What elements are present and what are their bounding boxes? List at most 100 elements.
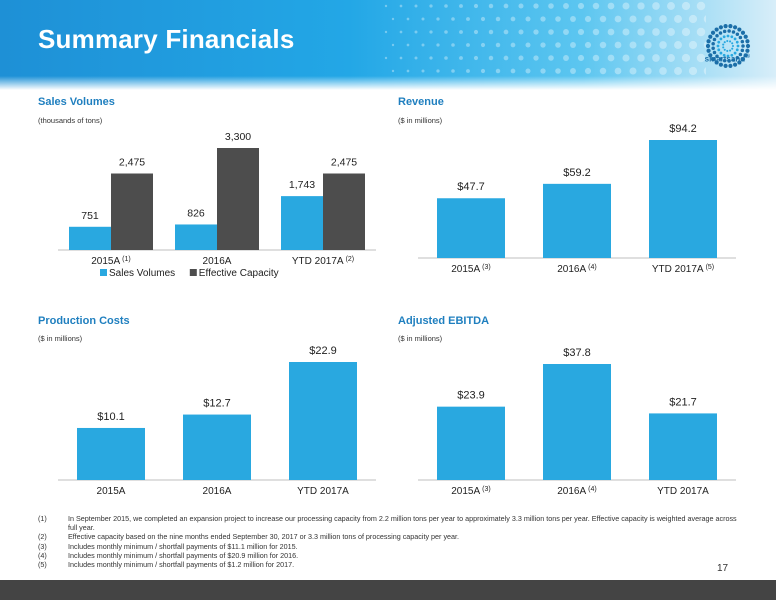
adjusted-ebitda-subtitle: ($ in millions): [398, 334, 443, 343]
header-dot: [667, 54, 675, 62]
header-dot: [584, 41, 592, 49]
header-dot: [540, 42, 546, 48]
header-dot: [384, 4, 388, 8]
header-dot: [622, 28, 630, 36]
bar-0: [437, 406, 505, 480]
header-dot: [466, 43, 470, 47]
data-label-1: $37.8: [563, 347, 591, 359]
production-costs-subtitle: ($ in millions): [38, 334, 83, 343]
logo-dot: [730, 53, 734, 57]
bar-sales-volumes-1: [175, 224, 217, 250]
bar-1: [183, 414, 251, 480]
data-label-0-1: 826: [187, 207, 205, 219]
header-dot: [503, 29, 509, 35]
header-dot: [414, 4, 418, 8]
logo-dot: [741, 44, 745, 48]
logo-dot: [743, 34, 748, 39]
header-dot: [406, 17, 410, 21]
header-dot: [652, 28, 660, 36]
header-dot: [674, 41, 682, 49]
legend-swatch-1: [189, 269, 197, 276]
header-dot: [421, 17, 425, 21]
bar-effective-capacity-1: [217, 148, 259, 250]
header-dot: [637, 54, 645, 62]
revenue-title: Revenue: [398, 96, 444, 108]
header-dot: [637, 2, 645, 10]
header-dot: [436, 69, 440, 73]
logo-dot: [722, 43, 725, 46]
header-dot: [451, 17, 455, 21]
header-dot: [495, 42, 501, 48]
logo-dot: [729, 49, 732, 52]
header-dot: [466, 17, 470, 21]
header-dot: [644, 15, 652, 23]
logo-dot: [727, 59, 731, 63]
header-dot: [622, 54, 630, 62]
header-dot: [599, 67, 607, 75]
header-dot: [525, 16, 531, 22]
header-dot: [480, 68, 486, 74]
logo-dot: [731, 42, 734, 45]
logo-dot: [717, 48, 721, 52]
logo-dot: [710, 57, 716, 62]
sales-volumes-title: Sales Volumes: [38, 96, 115, 108]
header-dot: [652, 54, 660, 62]
header-dot: [540, 68, 546, 74]
bar-effective-capacity-2: [323, 173, 365, 250]
header-dot: [570, 42, 576, 48]
header-dot: [451, 69, 455, 73]
header-dot: [495, 16, 501, 22]
logo-dot: [723, 63, 728, 68]
header-dot: [406, 43, 410, 47]
logo-dot: [726, 49, 729, 52]
header-dot: [548, 55, 554, 61]
header-dot: [459, 30, 463, 34]
bar-0: [437, 198, 505, 258]
header-dot: [703, 41, 706, 49]
header-dot: [391, 69, 395, 73]
header-dot: [563, 55, 569, 61]
logo-dot: [723, 48, 726, 51]
header-dot: [659, 67, 667, 75]
logo-dot: [735, 48, 739, 52]
header-dot: [688, 14, 698, 24]
header-dot: [459, 4, 463, 8]
header-dot: [703, 15, 706, 23]
header-dot: [399, 56, 403, 60]
logo-dot: [711, 42, 715, 46]
header-dot: [599, 41, 607, 49]
data-label-0: $10.1: [97, 411, 125, 423]
bar-0: [77, 427, 145, 480]
footnotes: (1) In September 2015, we completed an ex…: [38, 514, 738, 569]
header-dot: [473, 3, 479, 9]
header-dot: [503, 3, 509, 9]
header-dot: [466, 69, 470, 73]
x-tick-label-1: 2016A: [203, 486, 232, 497]
header-dot: [607, 2, 615, 10]
header-dot: [540, 16, 546, 22]
header-dot: [444, 56, 448, 60]
page-title: Summary Financials: [38, 24, 295, 54]
header-dot: [421, 69, 425, 73]
header-dot: [667, 2, 675, 10]
x-tick-label-0: 2015A: [97, 486, 126, 497]
x-tick-label-1: 2016A (4): [557, 264, 596, 275]
logo-dot: [733, 37, 737, 41]
header-dot: [614, 15, 622, 23]
data-label-1-0: 2,475: [119, 157, 145, 169]
header-dot: [488, 55, 494, 61]
legend-swatch-0: [100, 269, 107, 276]
header-dot: [614, 41, 622, 49]
logo-dot: [735, 32, 740, 37]
data-label-1: $59.2: [563, 167, 591, 179]
footnote-3: (3) Includes monthly minimum / shortfall …: [38, 541, 298, 551]
logo-dot: [708, 53, 713, 58]
legend-entry-0: Sales Volumes: [109, 268, 175, 279]
header-dot: [473, 29, 479, 35]
header-dot: [703, 67, 706, 75]
logo-dot: [716, 44, 720, 48]
logo-dot: [719, 51, 723, 55]
header-dot: [525, 68, 531, 74]
logo-dot: [738, 35, 743, 40]
bar-1: [543, 183, 611, 258]
